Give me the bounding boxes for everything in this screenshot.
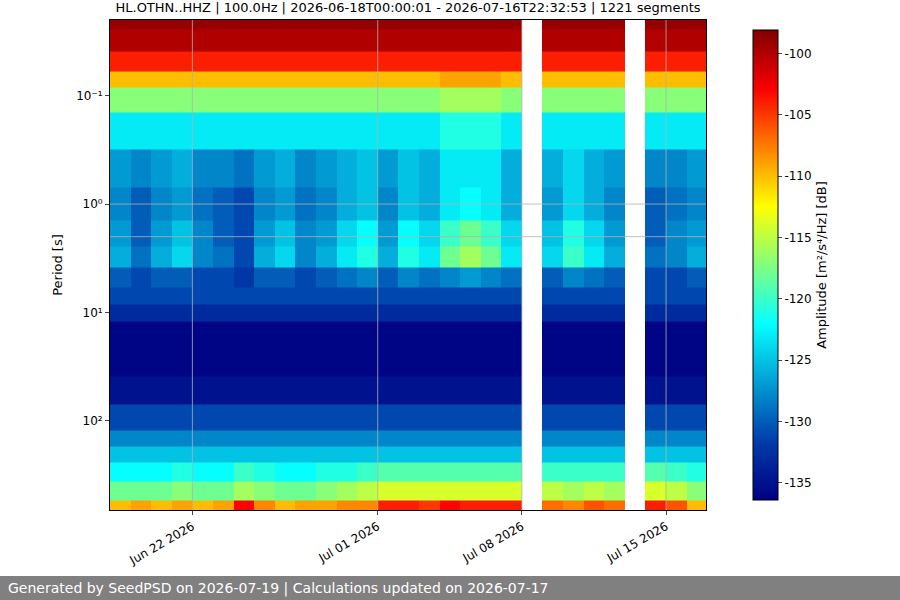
svg-text:-105: -105 (784, 108, 811, 122)
svg-text:-110: -110 (784, 169, 811, 183)
svg-text:Jun 22 2026: Jun 22 2026 (126, 519, 196, 568)
svg-text:-130: -130 (784, 415, 811, 429)
svg-text:-135: -135 (784, 476, 811, 490)
html-text:Generated by SeedPSD on 2026-0: Generated by SeedPSD on 2026-07-19 | Cal… (8, 580, 549, 596)
svg-text:Jul 08 2026: Jul 08 2026 (460, 519, 527, 566)
svg-text:-100: -100 (784, 47, 811, 61)
svg-text:10¹: 10¹ (83, 306, 103, 320)
svg-text:-120: -120 (784, 292, 811, 306)
svg-text:10⁻¹: 10⁻¹ (76, 89, 103, 103)
svg-text:10²: 10² (83, 414, 103, 428)
svg-text:Period [s]: Period [s] (50, 234, 65, 296)
svg-text:-115: -115 (784, 231, 811, 245)
svg-text:10⁰: 10⁰ (83, 197, 103, 211)
svg-text:-125: -125 (784, 353, 811, 367)
svg-text:Jul 01 2026: Jul 01 2026 (316, 519, 383, 566)
svg-text:Amplitude [m²/s⁴/Hz] [dB]: Amplitude [m²/s⁴/Hz] [dB] (814, 181, 829, 349)
svg-text:HL.OTHN..HHZ | 100.0Hz | 2026-: HL.OTHN..HHZ | 100.0Hz | 2026-06-18T00:0… (115, 0, 700, 15)
svg-text:Jul 15 2026: Jul 15 2026 (604, 519, 671, 566)
